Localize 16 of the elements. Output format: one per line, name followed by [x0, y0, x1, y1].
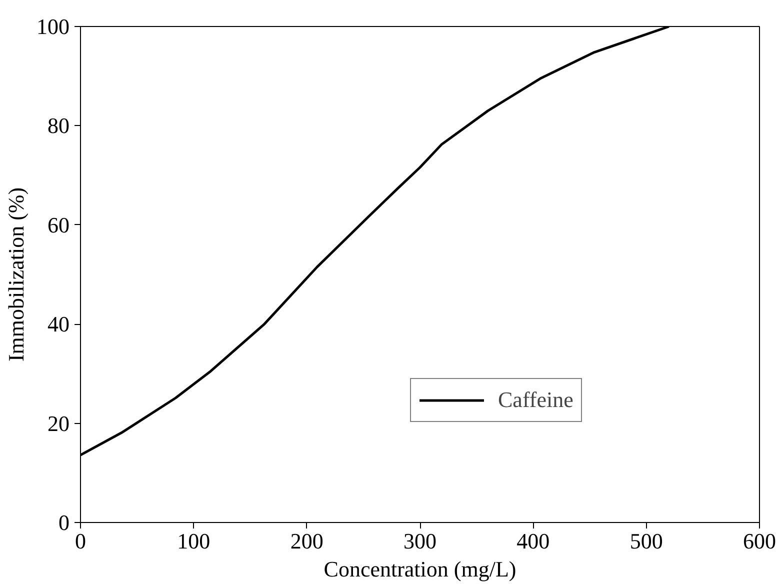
- x-tick-label: 100: [177, 528, 210, 554]
- legend-label: Caffeine: [498, 387, 574, 413]
- y-tick-label: 80: [48, 113, 70, 138]
- y-tick-label: 100: [36, 14, 70, 39]
- x-tick-label: 200: [290, 528, 324, 554]
- x-tick-label: 600: [743, 528, 776, 554]
- x-tick-label: 400: [516, 528, 550, 554]
- y-axis-title: Immobilization (%): [4, 187, 28, 362]
- y-tick-label: 60: [48, 212, 70, 238]
- x-axis-title: Concentration (mg/L): [324, 556, 516, 582]
- y-tick-label: 0: [58, 510, 70, 535]
- x-tick-label: 300: [404, 528, 436, 554]
- x-tick-label: 500: [630, 528, 663, 554]
- y-tick-label: 40: [48, 312, 70, 337]
- y-tick-label: 20: [48, 410, 70, 436]
- x-tick-label: 0: [75, 528, 86, 554]
